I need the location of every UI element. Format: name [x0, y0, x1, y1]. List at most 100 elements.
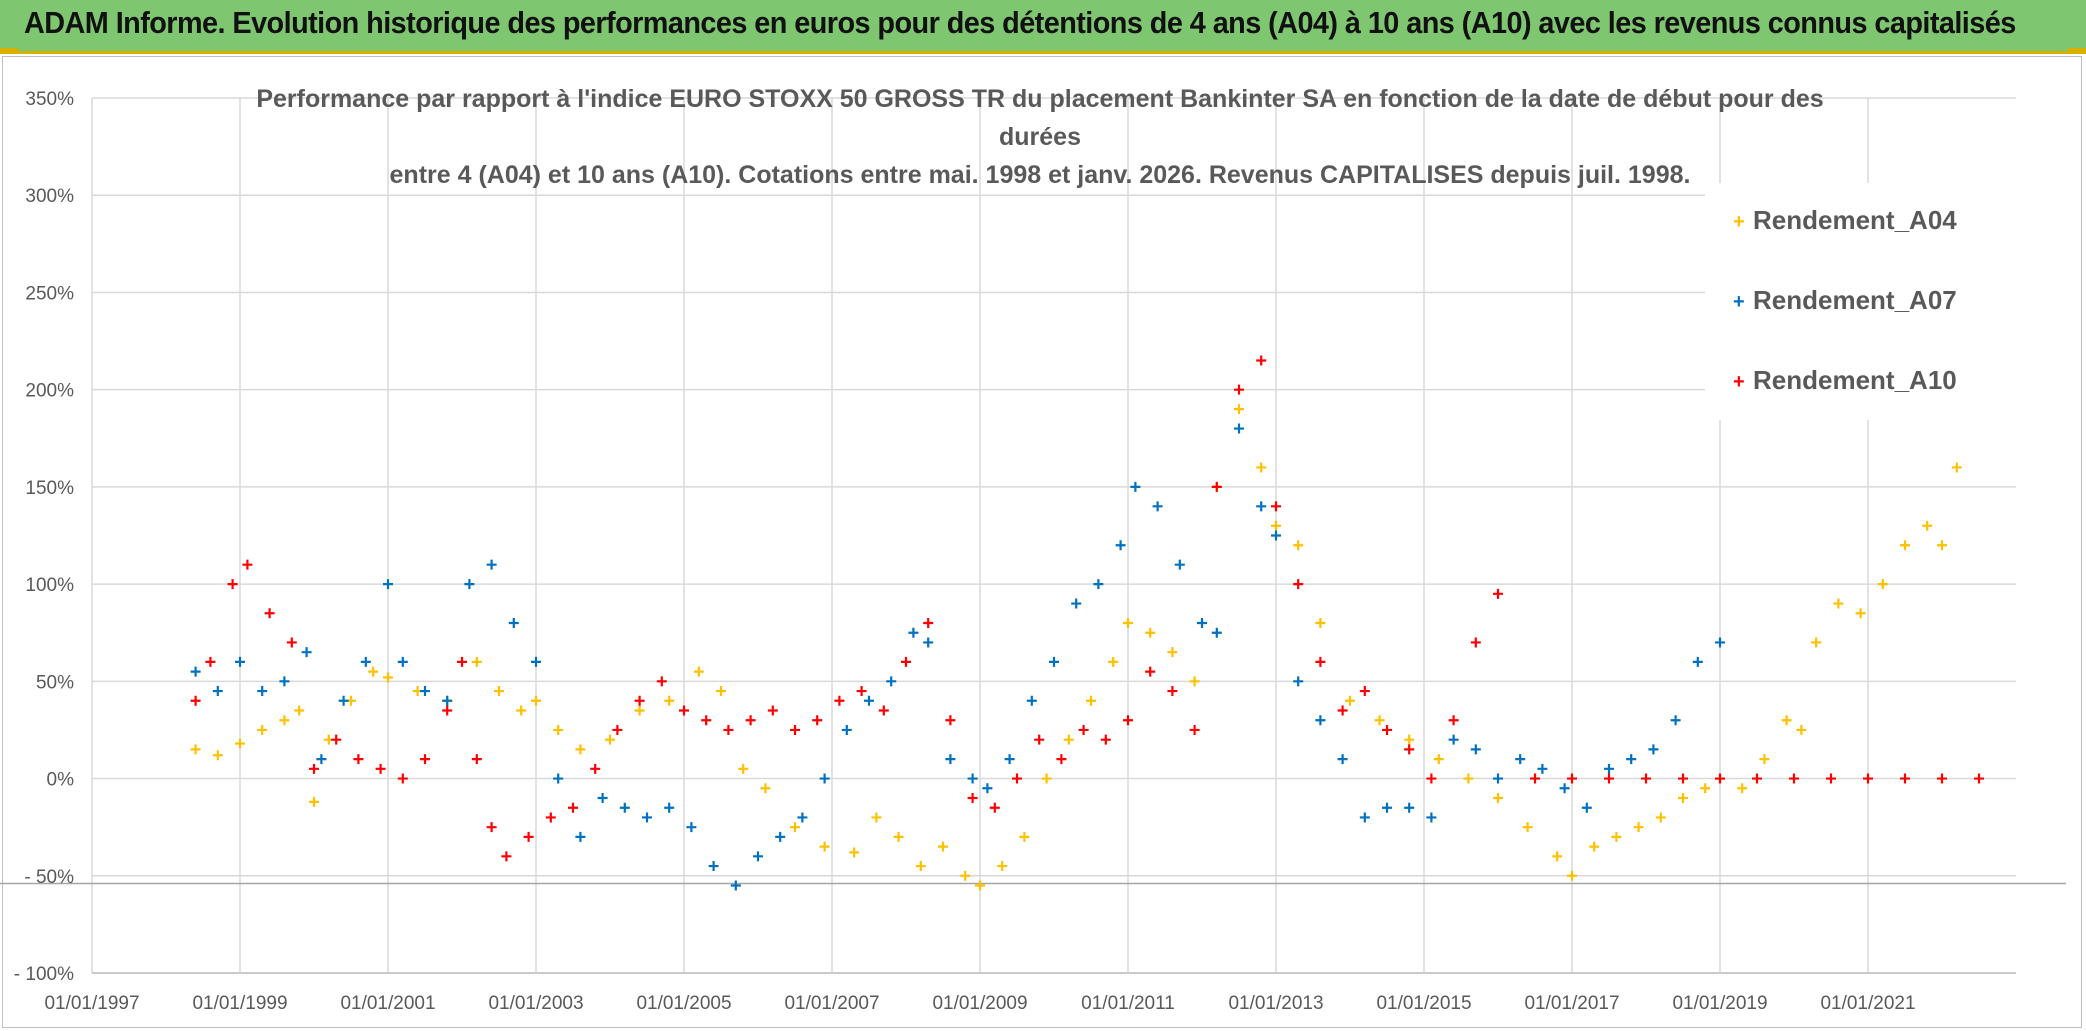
point-Rendement_A07 [686, 822, 697, 833]
point-Rendement_A10 [523, 831, 534, 842]
point-Rendement_A04 [1256, 462, 1267, 473]
y-tick-label: 0% [47, 770, 75, 791]
point-Rendement_A07 [1604, 763, 1614, 774]
grid-lines [0, 97, 2066, 974]
point-Rendement_A04 [1086, 695, 1096, 706]
point-Rendement_A04 [716, 686, 726, 697]
x-tick-label: 01/01/2009 [932, 993, 1027, 1014]
point-Rendement_A04 [738, 763, 749, 774]
point-Rendement_A04 [494, 686, 504, 697]
point-Rendement_A07 [420, 686, 430, 697]
point-Rendement_A04 [1041, 773, 1052, 784]
point-Rendement_A07 [383, 579, 393, 590]
point-Rendement_A07 [1470, 744, 1481, 755]
point-Rendement_A10 [923, 618, 934, 628]
point-Rendement_A10 [1974, 773, 1984, 784]
point-Rendement_A07 [190, 666, 201, 677]
point-Rendement_A07 [1152, 501, 1163, 512]
y-tick-label: - 100% [14, 964, 74, 985]
y-tick-label: 350% [25, 89, 74, 110]
point-Rendement_A07 [642, 812, 652, 823]
point-Rendement_A10 [442, 705, 453, 716]
point-Rendement_A04 [1737, 783, 1748, 794]
point-Rendement_A04 [871, 812, 882, 823]
point-Rendement_A04 [1063, 734, 1074, 745]
point-Rendement_A07 [508, 618, 519, 628]
point-Rendement_A07 [886, 676, 897, 687]
x-tick-label: 01/01/1999 [192, 993, 287, 1014]
y-tick-label: - 50% [24, 867, 74, 888]
point-Rendement_A04 [960, 870, 971, 881]
y-tick-label: 300% [25, 186, 74, 207]
x-tick-label: 01/01/2013 [1228, 993, 1323, 1014]
point-Rendement_A10 [309, 763, 319, 774]
point-Rendement_A04 [1567, 870, 1577, 881]
x-tick-label: 01/01/2015 [1376, 993, 1471, 1014]
point-Rendement_A10 [1448, 715, 1459, 726]
point-Rendement_A04 [1900, 540, 1910, 551]
point-Rendement_A07 [1049, 656, 1059, 667]
point-Rendement_A07 [1174, 559, 1185, 570]
point-Rendement_A04 [1633, 822, 1644, 833]
point-Rendement_A10 [701, 715, 712, 726]
point-Rendement_A10 [790, 724, 800, 735]
page-title: ADAM Informe. Evolution historique des p… [24, 5, 2016, 40]
point-Rendement_A10 [901, 656, 911, 667]
point-Rendement_A10 [1863, 773, 1873, 784]
point-Rendement_A04 [1552, 851, 1563, 862]
point-Rendement_A07 [1093, 579, 1104, 590]
series-Rendement_A07 [190, 423, 1725, 891]
point-Rendement_A04 [1922, 520, 1933, 531]
point-Rendement_A07 [442, 695, 453, 706]
legend-marker-a07: + [1733, 291, 1745, 313]
point-Rendement_A07 [486, 559, 497, 570]
point-Rendement_A04 [1611, 831, 1622, 842]
point-Rendement_A07 [819, 773, 830, 784]
y-tick-label: 100% [25, 575, 74, 596]
point-Rendement_A10 [723, 724, 734, 735]
point-Rendement_A07 [1493, 773, 1503, 784]
point-Rendement_A10 [1404, 744, 1415, 755]
point-Rendement_A04 [1678, 793, 1688, 803]
point-Rendement_A04 [383, 672, 393, 683]
point-Rendement_A04 [1019, 831, 1030, 842]
point-Rendement_A10 [1530, 773, 1540, 784]
point-Rendement_A10 [590, 763, 601, 774]
point-Rendement_A07 [908, 627, 919, 638]
point-Rendement_A04 [471, 656, 482, 667]
point-Rendement_A10 [1256, 355, 1267, 366]
point-Rendement_A07 [1359, 812, 1370, 823]
point-Rendement_A10 [545, 812, 556, 823]
legend-item-a04: + Rendement_A04 [1733, 205, 1957, 245]
point-Rendement_A07 [1426, 812, 1437, 823]
point-Rendement_A10 [1789, 773, 1799, 784]
point-Rendement_A10 [1359, 686, 1370, 697]
point-Rendement_A04 [1345, 695, 1355, 706]
chart-title: Performance par rapport à l'indice EURO … [240, 80, 1840, 194]
point-Rendement_A10 [1167, 686, 1178, 697]
banner-corner-left [0, 48, 18, 53]
point-Rendement_A10 [471, 754, 482, 765]
point-Rendement_A10 [264, 608, 275, 619]
point-Rendement_A04 [1655, 812, 1666, 823]
x-tick-label: 01/01/2007 [784, 993, 879, 1014]
point-Rendement_A10 [1078, 724, 1089, 735]
point-Rendement_A10 [1315, 656, 1326, 667]
point-Rendement_A04 [1937, 540, 1947, 551]
point-Rendement_A04 [849, 847, 860, 858]
point-Rendement_A04 [819, 841, 830, 852]
legend-label-a04: Rendement_A04 [1753, 205, 1957, 235]
y-tick-label: 50% [36, 672, 74, 693]
point-Rendement_A04 [279, 715, 290, 726]
point-Rendement_A04 [915, 861, 926, 872]
point-Rendement_A04 [1833, 598, 1844, 609]
point-Rendement_A10 [1604, 773, 1614, 784]
point-Rendement_A04 [1522, 822, 1533, 833]
chart-title-line-1: Performance par rapport à l'indice EURO … [256, 85, 1824, 151]
point-Rendement_A07 [397, 656, 408, 667]
point-Rendement_A10 [767, 705, 778, 716]
point-Rendement_A07 [1256, 501, 1267, 512]
x-tick-label: 01/01/2019 [1672, 993, 1767, 1014]
point-Rendement_A10 [227, 579, 238, 590]
point-Rendement_A07 [1337, 754, 1348, 765]
